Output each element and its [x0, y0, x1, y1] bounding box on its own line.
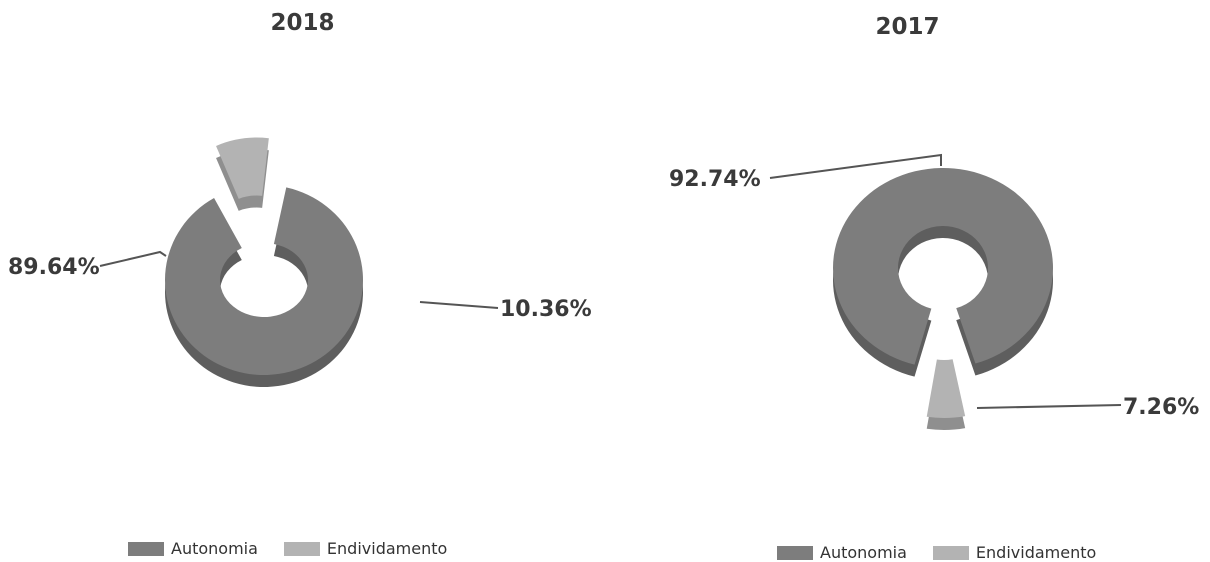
chart-title: 2017: [875, 14, 940, 40]
legend: Autonomia Endividamento: [777, 543, 1122, 562]
leader-line: [976, 404, 1122, 409]
legend-swatch-endividamento: [932, 545, 969, 560]
legend-swatch-autonomia: [128, 541, 164, 556]
legend-item-endividamento: Endividamento: [283, 539, 448, 558]
slice-autonomia: [833, 168, 1053, 377]
legend-label-endividamento: Endividamento: [326, 539, 448, 558]
slice-autonomia: [164, 187, 363, 387]
legend-label-autonomia: Autonomia: [171, 539, 258, 558]
data-label: 7.26%: [1123, 395, 1199, 420]
slice-top-autonomia: [833, 168, 1053, 365]
legend-swatch-autonomia: [777, 545, 813, 560]
leader-line: [419, 301, 499, 309]
legend-item-autonomia: Autonomia: [777, 543, 907, 562]
legend: Autonomia Endividamento: [128, 539, 473, 558]
donut-chart: 89.64% 10.36%: [8, 137, 592, 387]
donut-chart: 92.74% 7.26%: [669, 153, 1199, 430]
legend-item-endividamento: Endividamento: [932, 543, 1097, 562]
legend-label-endividamento: Endividamento: [975, 543, 1097, 562]
data-label: 89.64%: [8, 255, 100, 280]
chart-2018: 2018 89.64% 10.36% Autonomia Endividament…: [8, 10, 592, 558]
data-label: 10.36%: [500, 297, 592, 322]
chart-title: 2018: [270, 10, 335, 36]
data-label: 92.74%: [669, 167, 761, 192]
chart-2017: 2017 92.74% 7.26% Autonomia Endividamento: [605, 0, 1210, 562]
slice-top-endividamento: [926, 359, 966, 418]
slice-endividamento: [926, 359, 966, 430]
leader-line: [99, 250, 167, 267]
legend-item-autonomia: Autonomia: [128, 539, 258, 558]
slice-top-endividamento: [216, 137, 269, 199]
leader-line: [769, 153, 942, 179]
slice-endividamento: [216, 137, 269, 211]
slice-top-autonomia: [164, 187, 363, 375]
legend-swatch-endividamento: [283, 541, 320, 556]
legend-label-autonomia: Autonomia: [820, 543, 907, 562]
